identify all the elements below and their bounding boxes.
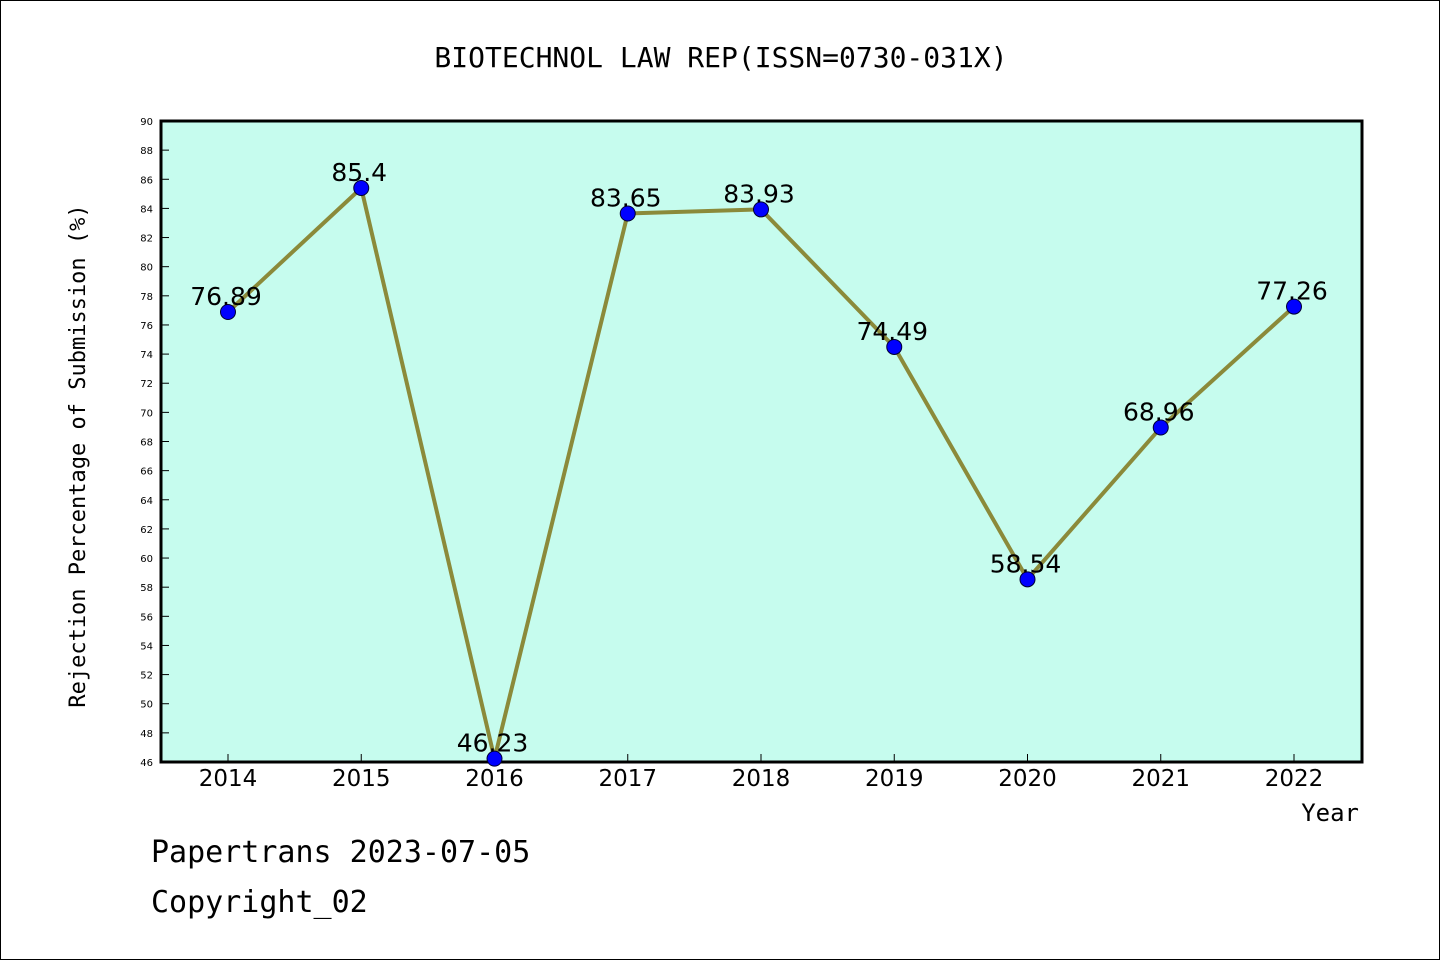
footer-date: Papertrans 2023-07-05 — [151, 835, 531, 870]
data-point — [1019, 571, 1036, 588]
data-series — [220, 180, 1302, 767]
y-tick-label: 54 — [140, 641, 153, 652]
x-tick-label: 2019 — [865, 766, 924, 792]
x-tick-label: 2017 — [598, 766, 657, 792]
y-tick-label: 80 — [140, 263, 153, 274]
data-label: 46.23 — [457, 729, 529, 758]
data-label: 58.54 — [990, 549, 1062, 578]
y-tick-label: 86 — [140, 175, 153, 186]
y-tick-label: 58 — [140, 583, 153, 594]
y-tick-label: 76 — [140, 321, 153, 332]
data-label: 74.49 — [856, 317, 928, 346]
y-tick-label: 52 — [140, 671, 153, 682]
y-tick-label: 50 — [140, 700, 153, 711]
x-tick-label: 2015 — [332, 766, 391, 792]
y-tick-label: 64 — [140, 496, 153, 507]
y-tick-label: 62 — [140, 525, 153, 536]
y-tick-label: 90 — [140, 117, 153, 128]
y-axis: 46 48 50 52 54 56 58 60 62 64 66 68 70 72 74 76 78 80 82 84… — [140, 117, 169, 769]
y-tick-label: 68 — [140, 438, 153, 449]
footer-copyright: Copyright_02 — [151, 885, 368, 920]
x-tick-label: 2020 — [998, 766, 1057, 792]
data-label: 85.4 — [331, 158, 387, 187]
data-point — [486, 750, 503, 767]
y-tick-label: 74 — [140, 350, 153, 361]
data-point — [753, 201, 769, 218]
y-tick-label: 88 — [140, 146, 153, 157]
data-point — [353, 180, 370, 197]
x-tick-label: 2021 — [1131, 766, 1190, 792]
y-tick-label: 84 — [140, 204, 153, 215]
x-tick-label: 2022 — [1265, 766, 1324, 792]
plot-area — [159, 119, 1364, 764]
data-label: 68.96 — [1123, 398, 1195, 427]
data-point — [619, 205, 636, 222]
data-point — [1152, 419, 1169, 436]
chart-title: BIOTECHNOL LAW REP(ISSN=0730-031X) — [434, 41, 1007, 74]
y-tick-label: 70 — [140, 408, 153, 419]
y-tick-label: 66 — [140, 467, 153, 478]
x-tick-label: 2016 — [465, 766, 524, 792]
data-label: 77.26 — [1256, 277, 1328, 306]
x-tick-label: 2018 — [732, 766, 791, 792]
x-axis-label: Year — [1301, 799, 1359, 827]
data-label: 83.93 — [723, 179, 795, 208]
x-axis: 2014 2015 2016 2017 2018 2019 2020 2021 2022 — [199, 754, 1324, 792]
y-tick-label: 82 — [140, 234, 153, 245]
y-tick-label: 72 — [140, 379, 153, 390]
y-axis-label: Rejection Percentage of Submission (%) — [66, 204, 91, 707]
data-point — [220, 303, 236, 320]
y-tick-label: 48 — [140, 729, 153, 740]
y-tick-label: 78 — [140, 292, 153, 303]
data-label: 83.65 — [590, 184, 662, 213]
y-tick-label: 60 — [140, 554, 153, 565]
x-tick-label: 2014 — [199, 766, 258, 792]
data-labels: 76.89 85.4 46.23 83.65 83.93 74.49 58.54 68.96 7… — [190, 158, 1328, 758]
y-tick-label: 46 — [140, 758, 153, 769]
data-label: 76.89 — [190, 282, 262, 311]
data-point — [1286, 298, 1302, 315]
y-tick-label: 56 — [140, 612, 153, 623]
data-point — [886, 338, 903, 355]
